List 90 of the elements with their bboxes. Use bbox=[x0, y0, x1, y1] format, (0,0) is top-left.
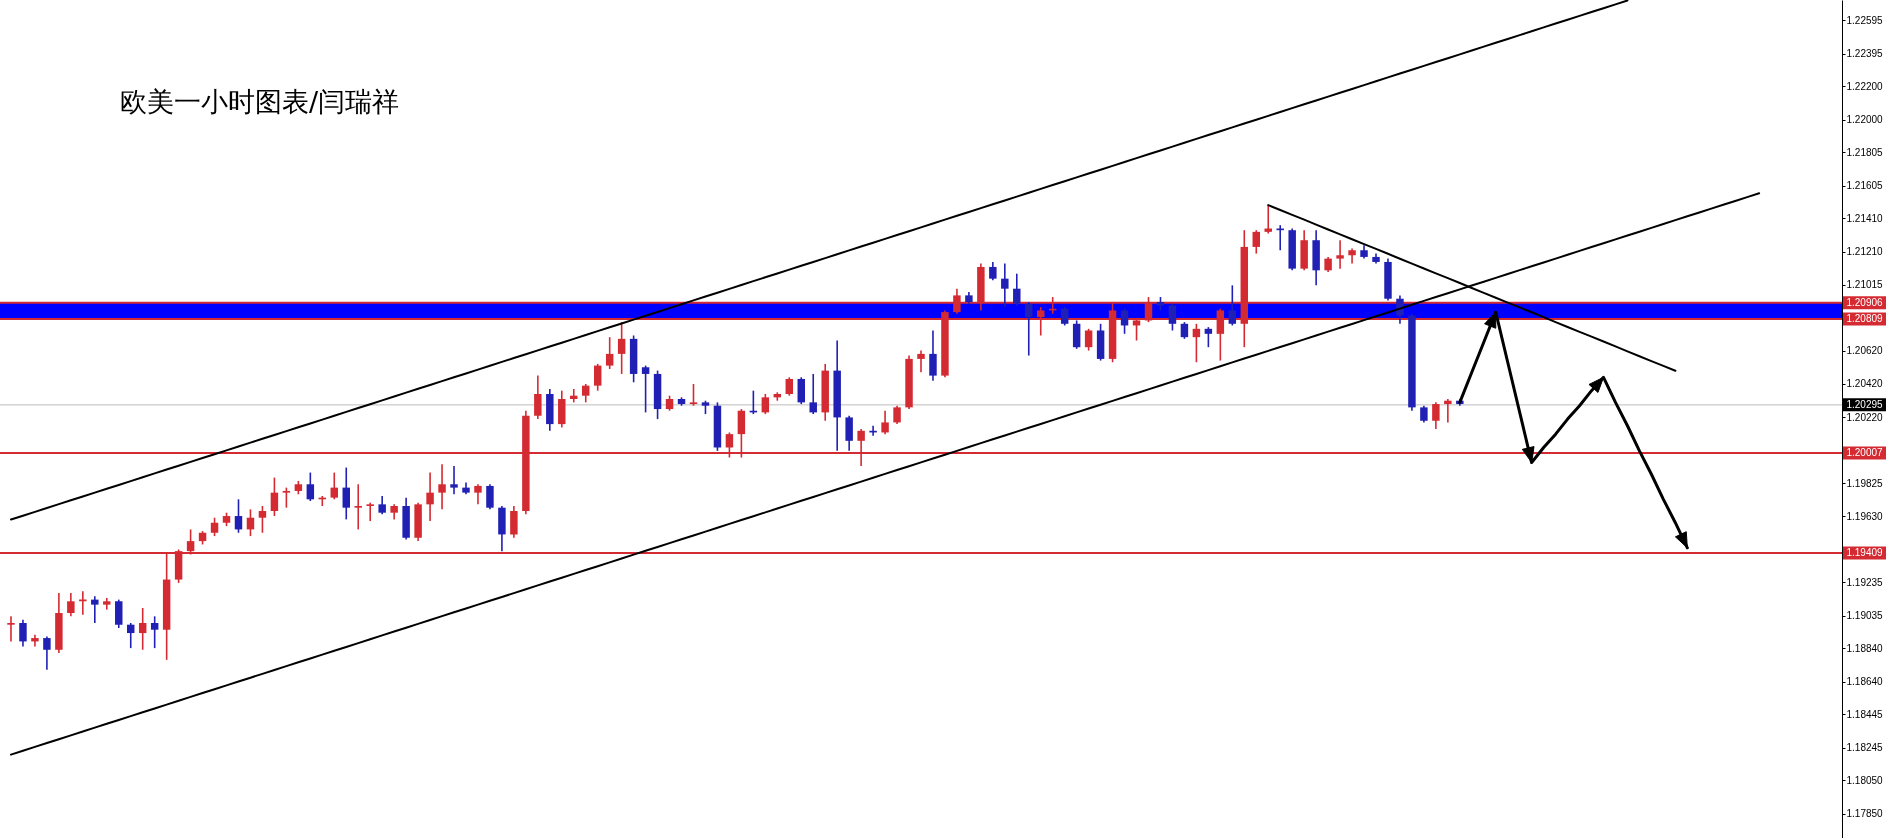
candlestick bbox=[150, 615, 159, 649]
line-series bbox=[1458, 310, 1689, 550]
candlestick bbox=[342, 466, 350, 521]
candlestick bbox=[1432, 401, 1440, 430]
candlestick bbox=[917, 349, 925, 374]
candlestick bbox=[510, 505, 518, 539]
y-tick-label: 1.20420 bbox=[1846, 378, 1884, 390]
candlestick bbox=[306, 471, 315, 502]
candlestick bbox=[270, 476, 279, 517]
candlestick bbox=[785, 376, 794, 397]
candlestick bbox=[438, 463, 446, 511]
candlestick bbox=[426, 471, 434, 522]
y-tick-label: 1.19235 bbox=[1846, 576, 1884, 588]
y-tick-label: 1.19825 bbox=[1846, 477, 1884, 489]
y-tick-label: 1.18840 bbox=[1846, 642, 1884, 654]
y-tick-label: 1.18640 bbox=[1846, 676, 1884, 688]
candlestick bbox=[1013, 272, 1021, 307]
candlestick bbox=[761, 393, 770, 415]
candlestick bbox=[234, 498, 243, 534]
line-series bbox=[9, 192, 1761, 756]
ref-line-label: 1.20906 bbox=[1846, 296, 1884, 308]
candlestick bbox=[1025, 301, 1033, 357]
candlestick bbox=[115, 598, 123, 629]
candlestick bbox=[354, 483, 362, 531]
y-tick-label: 1.20620 bbox=[1846, 345, 1884, 357]
candlestick bbox=[258, 505, 267, 534]
candlestick bbox=[486, 483, 494, 511]
y-tick-label: 1.22200 bbox=[1846, 80, 1884, 92]
candlestick bbox=[1072, 319, 1081, 350]
candlestick bbox=[474, 483, 482, 506]
candlestick bbox=[881, 409, 889, 435]
candlestick bbox=[1336, 239, 1344, 270]
y-tick-label: 1.18245 bbox=[1846, 742, 1884, 754]
candlestick bbox=[1168, 302, 1177, 332]
candlestick bbox=[1120, 307, 1129, 335]
ref-line-label: 1.20007 bbox=[1846, 447, 1884, 459]
y-tick-label: 1.19035 bbox=[1846, 610, 1884, 621]
text: 欧美一小时图表/闫瑞祥 bbox=[120, 86, 400, 117]
y-tick-label: 1.20220 bbox=[1846, 411, 1884, 423]
y-tick-label: 1.21605 bbox=[1846, 180, 1884, 192]
candlestick bbox=[605, 336, 614, 370]
candlestick bbox=[1084, 328, 1093, 352]
y-tick-label: 1.21015 bbox=[1846, 279, 1884, 291]
candlestick bbox=[7, 615, 15, 643]
candlestick bbox=[67, 592, 75, 618]
candlestick bbox=[450, 465, 458, 496]
candlestick bbox=[1001, 262, 1009, 308]
candlestick bbox=[1228, 284, 1237, 327]
candlestick bbox=[797, 376, 805, 405]
candlestick bbox=[593, 363, 602, 392]
candlestick bbox=[809, 373, 817, 415]
candlestick bbox=[845, 414, 853, 452]
line-series bbox=[1267, 204, 1677, 372]
line-series bbox=[9, 0, 1629, 521]
candlestick bbox=[1252, 229, 1260, 255]
y-tick-label: 1.21805 bbox=[1846, 146, 1884, 158]
candlestick bbox=[378, 495, 386, 516]
candlestick bbox=[19, 618, 27, 648]
y-tick-label: 1.22595 bbox=[1846, 14, 1884, 26]
candlestick bbox=[282, 486, 291, 509]
y-tick-label: 1.18050 bbox=[1846, 774, 1884, 786]
candlestick bbox=[138, 607, 147, 651]
candlestick bbox=[43, 635, 51, 671]
candlestick bbox=[689, 383, 698, 407]
y-tick-label: 1.18445 bbox=[1846, 708, 1884, 720]
candlestick bbox=[989, 261, 997, 282]
candlestick bbox=[641, 364, 650, 414]
candlestick bbox=[330, 471, 339, 501]
candlestick bbox=[929, 329, 937, 382]
candlestick bbox=[582, 383, 590, 404]
candlestick bbox=[1204, 326, 1213, 348]
y-tick-label: 1.22395 bbox=[1846, 48, 1884, 60]
ref-line-label: 1.20295 bbox=[1846, 398, 1884, 410]
candlestick bbox=[1192, 323, 1201, 364]
y-tick-label: 1.21410 bbox=[1846, 212, 1884, 224]
candlestick bbox=[1060, 306, 1069, 327]
candlestick bbox=[1444, 398, 1452, 424]
candlestick bbox=[1396, 294, 1404, 325]
candlestick bbox=[91, 595, 99, 624]
y-tick-label: 1.19630 bbox=[1846, 510, 1884, 522]
y-tick-label: 1.21210 bbox=[1846, 246, 1884, 258]
candlestick bbox=[893, 404, 901, 425]
candlestick bbox=[126, 622, 135, 649]
candlestick bbox=[210, 516, 219, 537]
candlestick bbox=[366, 501, 374, 522]
y-tick-label: 1.22000 bbox=[1846, 114, 1884, 126]
ref-line-label: 1.20809 bbox=[1846, 312, 1884, 324]
ref-line-label: 1.19409 bbox=[1846, 546, 1884, 558]
y-tick-label: 1.17850 bbox=[1846, 808, 1884, 820]
candlestick bbox=[534, 374, 542, 420]
